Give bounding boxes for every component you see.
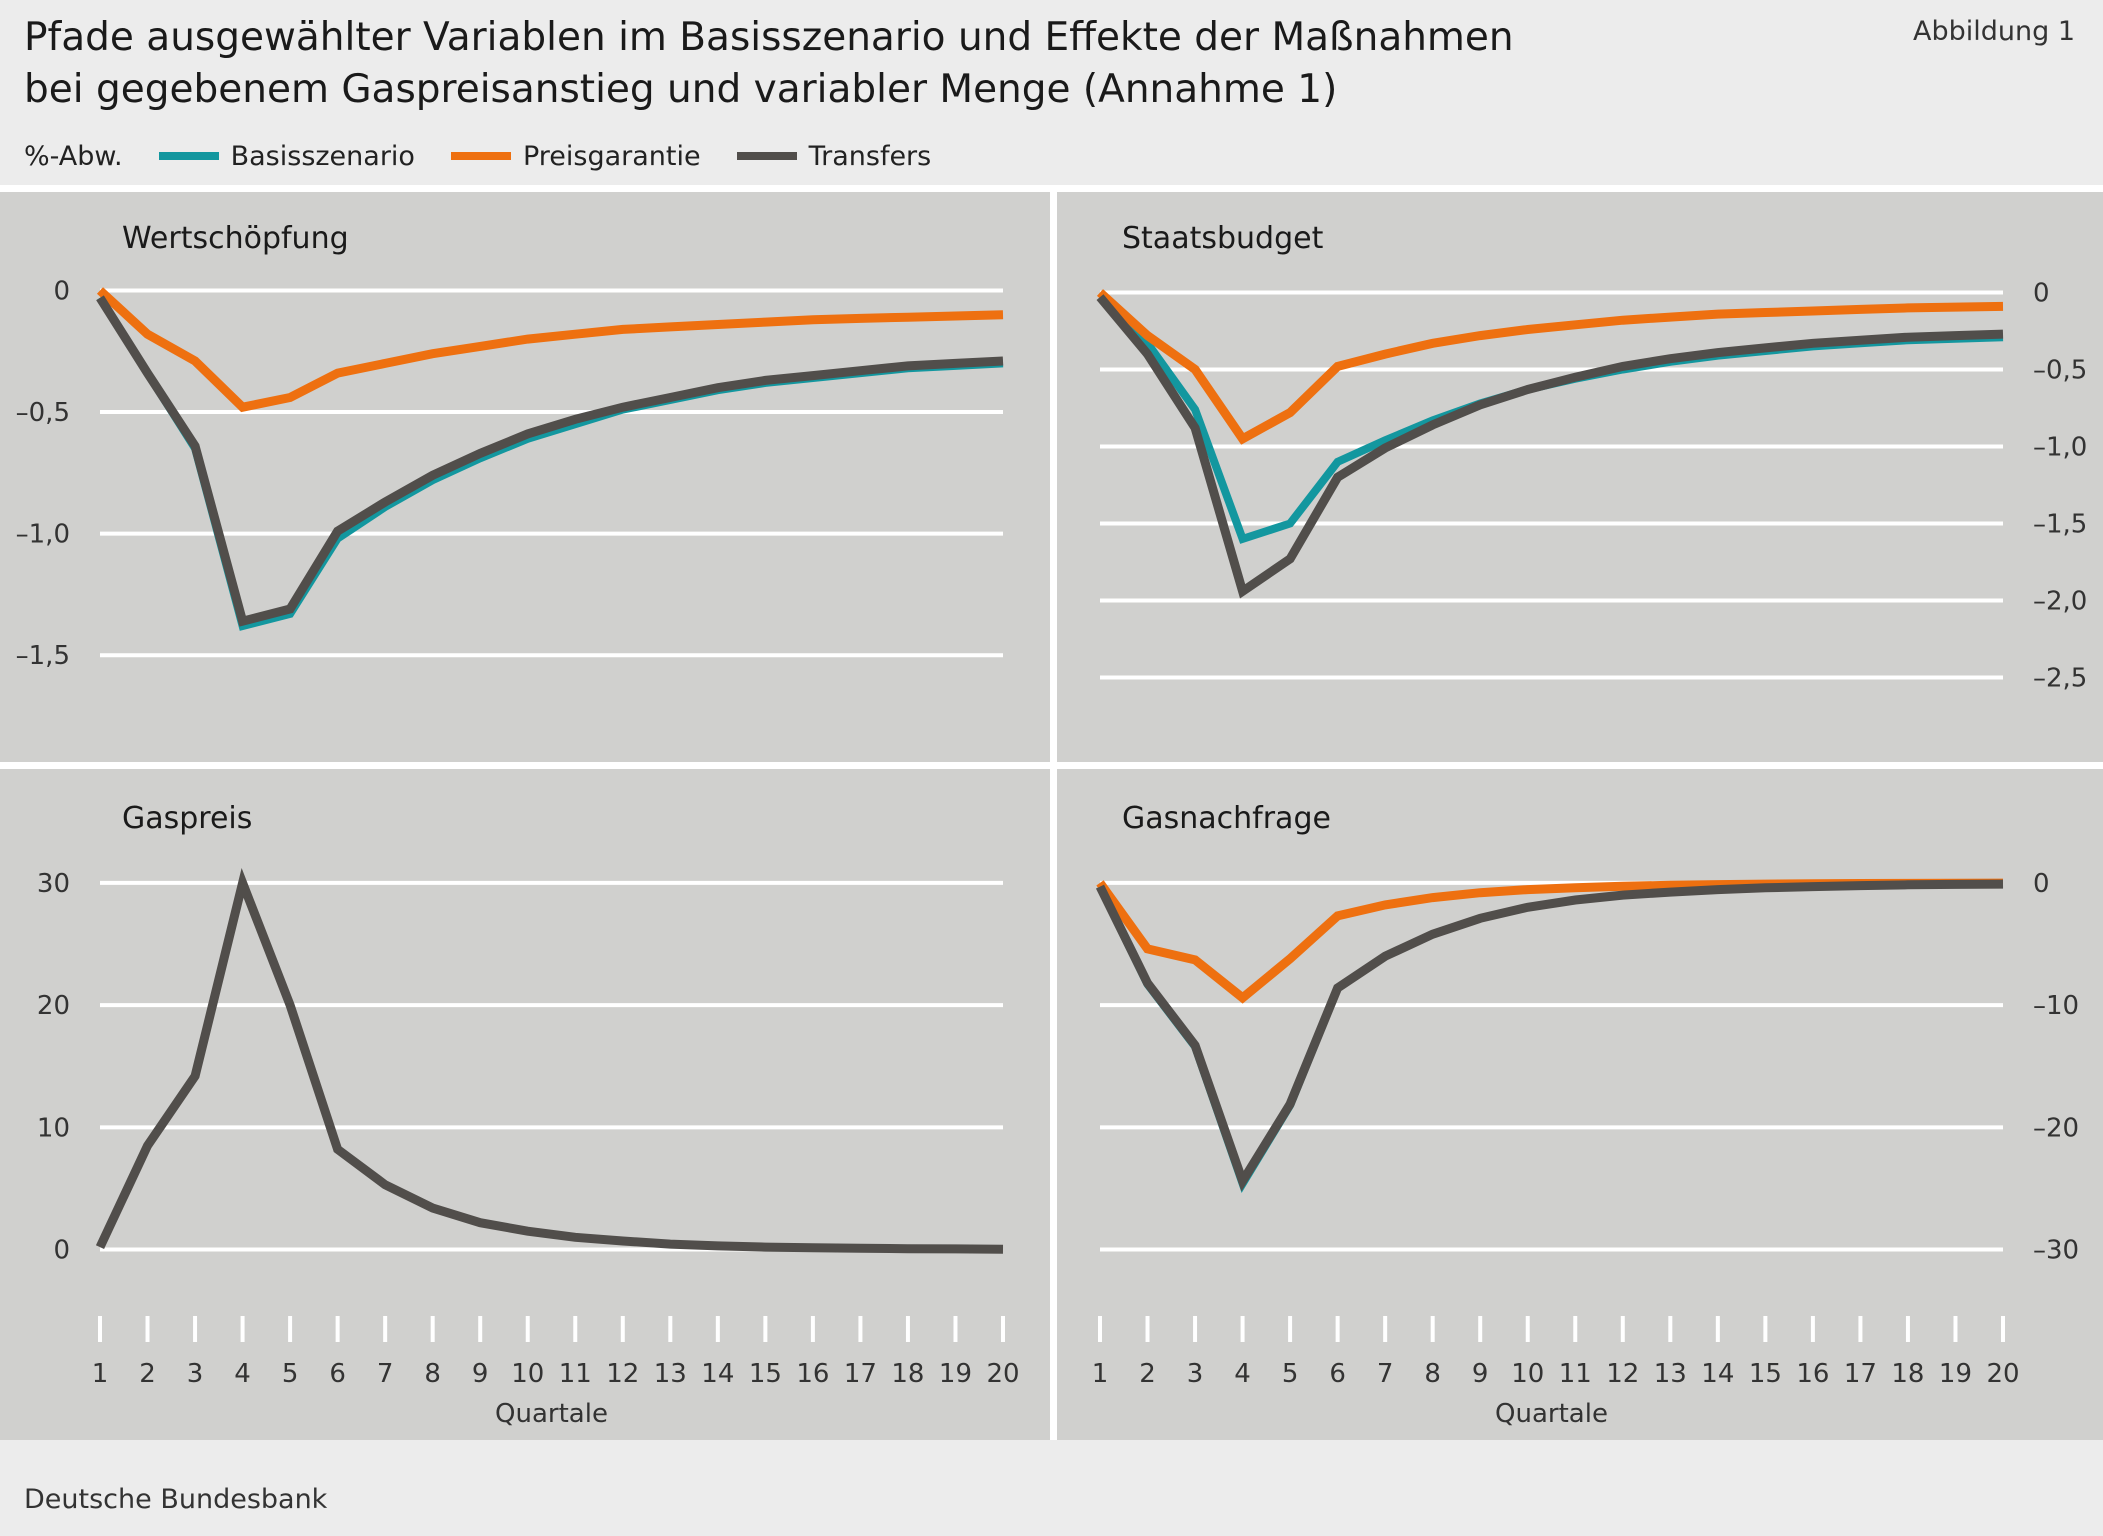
x-tick-label: 7 <box>1377 1359 1394 1389</box>
x-tick-label: 9 <box>472 1359 489 1389</box>
legend: %-Abw. Basisszenario Preisgarantie Trans… <box>24 136 967 176</box>
legend-swatch-preisgarantie <box>450 152 511 160</box>
x-axis-label: Quartale <box>1495 1399 1608 1429</box>
y-tick-label: 30 <box>37 869 70 899</box>
x-tick-label: 12 <box>1606 1359 1639 1389</box>
x-tick-label: 17 <box>1844 1359 1877 1389</box>
legend-item-transfers: Transfers <box>736 140 932 172</box>
panel-background <box>1057 192 2103 762</box>
x-tick-label: 12 <box>606 1359 639 1389</box>
x-axis-label: Quartale <box>495 1399 608 1429</box>
y-tick-label: 20 <box>37 991 70 1021</box>
x-tick-label: 19 <box>1939 1359 1972 1389</box>
title-background <box>1104 797 1349 840</box>
y-tick-label: –0,5 <box>2033 356 2087 386</box>
y-tick-label: –1,5 <box>16 641 70 671</box>
x-tick-label: 9 <box>1472 1359 1489 1389</box>
y-tick-label: –2,0 <box>2033 587 2087 617</box>
x-tick-label: 6 <box>329 1359 346 1389</box>
panel-background <box>0 192 1050 762</box>
panel-staatsbudget: 0 –0,5 –1,0 –1,5 –2,0 –2,5 Staatsbudget <box>1057 192 2103 762</box>
y-tick-label: –1,5 <box>2033 510 2087 540</box>
y-tick-label: –20 <box>2033 1113 2079 1143</box>
x-tick-label: 11 <box>559 1359 592 1389</box>
legend-label-basisszenario: Basisszenario <box>230 140 415 172</box>
x-tick-label: 2 <box>1139 1359 1156 1389</box>
x-tick-label: 16 <box>796 1359 829 1389</box>
y-tick-label: –0,5 <box>16 398 70 428</box>
x-tick-label: 14 <box>701 1359 734 1389</box>
x-tick-label: 18 <box>891 1359 924 1389</box>
panel-title: Wertschöpfung <box>122 221 349 256</box>
series-line-transfers <box>96 295 1004 627</box>
source-note: Deutsche Bundesbank <box>24 1484 328 1515</box>
panel-wertschöpfung: 0 –0,5 –1,0 –1,5 Wertschöpfung <box>0 192 1050 762</box>
x-tick-label: 16 <box>1796 1359 1829 1389</box>
x-tick-label: 17 <box>844 1359 877 1389</box>
x-tick-label: 15 <box>1749 1359 1782 1389</box>
y-tick-label: 0 <box>53 276 70 306</box>
x-tick-label: 11 <box>1559 1359 1592 1389</box>
title-line-1: Pfade ausgewählter Variablen im Basissze… <box>24 15 1514 60</box>
x-tick-label: 3 <box>187 1359 204 1389</box>
legend-swatch-transfers <box>736 152 797 160</box>
y-tick-label: 0 <box>2033 869 2050 899</box>
x-tick-label: 19 <box>939 1359 972 1389</box>
x-tick-label: 13 <box>654 1359 687 1389</box>
x-tick-label: 14 <box>1701 1359 1734 1389</box>
legend-label-preisgarantie: Preisgarantie <box>522 140 701 172</box>
series-line-transfers <box>1095 879 2004 1192</box>
panel-background <box>0 769 1050 1440</box>
x-tick-label: 7 <box>377 1359 394 1389</box>
x-tick-label: 8 <box>1424 1359 1441 1389</box>
y-tick-label: 0 <box>2033 279 2050 309</box>
legend-swatch-basisszenario <box>158 152 219 160</box>
series-line-preisgarantie <box>1096 289 2004 445</box>
panel-title: Staatsbudget <box>1122 221 1324 256</box>
series-line-transfers <box>95 867 1004 1254</box>
y-tick-label: 0 <box>53 1236 70 1266</box>
series-line-transfers <box>1096 294 2004 599</box>
y-tick-label: –30 <box>2033 1236 2079 1266</box>
x-tick-label: 4 <box>234 1359 251 1389</box>
x-tick-label: 4 <box>1234 1359 1251 1389</box>
x-tick-label: 13 <box>1654 1359 1687 1389</box>
title-line-2: bei gegebenem Gaspreisanstieg und variab… <box>24 67 1338 112</box>
x-tick-label: 20 <box>1986 1359 2019 1389</box>
title-background <box>104 217 367 260</box>
y-tick-label: 10 <box>37 1113 70 1143</box>
x-tick-label: 5 <box>282 1359 299 1389</box>
x-tick-label: 18 <box>1891 1359 1924 1389</box>
title-background <box>104 797 271 840</box>
panel-title: Gasnachfrage <box>1122 801 1331 836</box>
y-tick-label: –10 <box>2033 991 2079 1021</box>
chart-title: Pfade ausgewählter Variablen im Basissze… <box>24 12 1824 116</box>
x-tick-label: 10 <box>511 1359 544 1389</box>
y-tick-label: –1,0 <box>16 520 70 550</box>
x-tick-label: 15 <box>749 1359 782 1389</box>
x-tick-label: 20 <box>986 1359 1019 1389</box>
panel-title: Gaspreis <box>122 801 252 836</box>
y-tick-label: –1,0 <box>2033 433 2087 463</box>
legend-item-basisszenario: Basisszenario <box>158 140 415 172</box>
legend-item-preisgarantie: Preisgarantie <box>450 140 701 172</box>
legend-label-transfers: Transfers <box>808 140 932 172</box>
y-tick-label: –2,5 <box>2033 664 2087 694</box>
x-tick-label: 8 <box>424 1359 441 1389</box>
legend-unit: %-Abw. <box>24 140 123 172</box>
figure-label: Abbildung 1 <box>1912 16 2075 47</box>
x-tick-label: 1 <box>92 1359 109 1389</box>
x-tick-label: 1 <box>1092 1359 1109 1389</box>
charts-svg: 0 –0,5 –1,0 –1,5 Wertschöpfung 0 –0,5 –1,0 –1,5 –… <box>0 185 2103 1440</box>
x-tick-label: 5 <box>1282 1359 1299 1389</box>
x-tick-label: 10 <box>1511 1359 1544 1389</box>
title-background <box>1104 217 1342 260</box>
x-tick-label: 2 <box>139 1359 156 1389</box>
x-tick-label: 3 <box>1187 1359 1204 1389</box>
series-line-preisgarantie <box>96 287 1004 413</box>
x-tick-label: 6 <box>1329 1359 1346 1389</box>
